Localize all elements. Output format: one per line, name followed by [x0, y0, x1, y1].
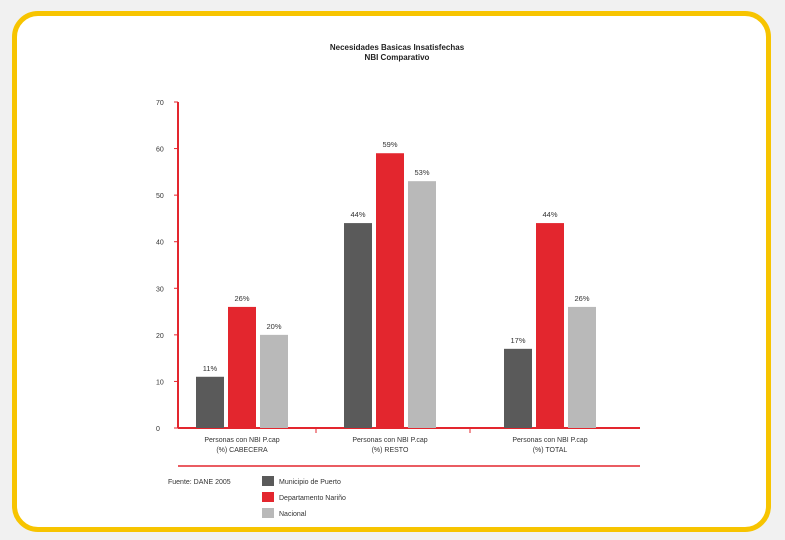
- y-tick-label: 50: [156, 193, 164, 200]
- category-label: (%) CABECERA: [216, 447, 268, 454]
- legend-swatch: [262, 508, 274, 518]
- chart-subtitle: NBI Comparativo: [365, 53, 430, 62]
- category-label: (%) RESTO: [372, 447, 409, 454]
- data-label: 17%: [510, 336, 525, 345]
- data-label: 53%: [414, 168, 429, 177]
- y-tick-label: 30: [156, 286, 164, 293]
- y-tick-label: 40: [156, 240, 164, 247]
- bar: [568, 306, 596, 428]
- y-tick-label: 60: [156, 147, 164, 154]
- legend-label: Municipio de Puerto: [279, 479, 341, 486]
- category-label: Personas con NBI P.cap: [352, 437, 427, 444]
- data-label: 26%: [234, 294, 249, 303]
- legend: Municipio de Puerto Departamento Nariño Na…: [262, 476, 346, 518]
- data-label: 44%: [542, 210, 557, 219]
- bar: [376, 153, 404, 428]
- bars-group: [196, 153, 596, 428]
- data-label: 26%: [574, 294, 589, 303]
- legend-swatch: [262, 492, 274, 502]
- data-labels-group: 11% 26% 20% 44% 59% 53% 17% 44% 26%: [203, 140, 590, 373]
- data-label: 20%: [266, 322, 281, 331]
- data-label: 11%: [203, 364, 218, 373]
- chart-title: Necesidades Basicas Insatisfechas: [330, 43, 465, 52]
- legend-label: Departamento Nariño: [279, 495, 346, 502]
- data-label: 59%: [382, 140, 397, 149]
- y-tick-label: 20: [156, 333, 164, 340]
- bar: [228, 306, 256, 428]
- bar: [504, 348, 532, 428]
- category-label: (%) TOTAL: [533, 447, 568, 454]
- bar: [260, 334, 288, 428]
- source-note: Fuente: DANE 2005: [168, 479, 231, 486]
- y-tick-label: 70: [156, 100, 164, 107]
- legend-label: Nacional: [279, 511, 307, 518]
- bar: [196, 376, 224, 428]
- y-tick-label: 0: [156, 426, 160, 433]
- category-label: Personas con NBI P.cap: [512, 437, 587, 444]
- bar: [536, 223, 564, 428]
- y-tick-label: 10: [156, 379, 164, 386]
- category-label: Personas con NBI P.cap: [204, 437, 279, 444]
- legend-swatch: [262, 476, 274, 486]
- data-label: 44%: [350, 210, 365, 219]
- bar: [408, 181, 436, 428]
- category-labels-group: Personas con NBI P.cap (%) CABECERA Person…: [204, 437, 587, 454]
- bar: [344, 223, 372, 428]
